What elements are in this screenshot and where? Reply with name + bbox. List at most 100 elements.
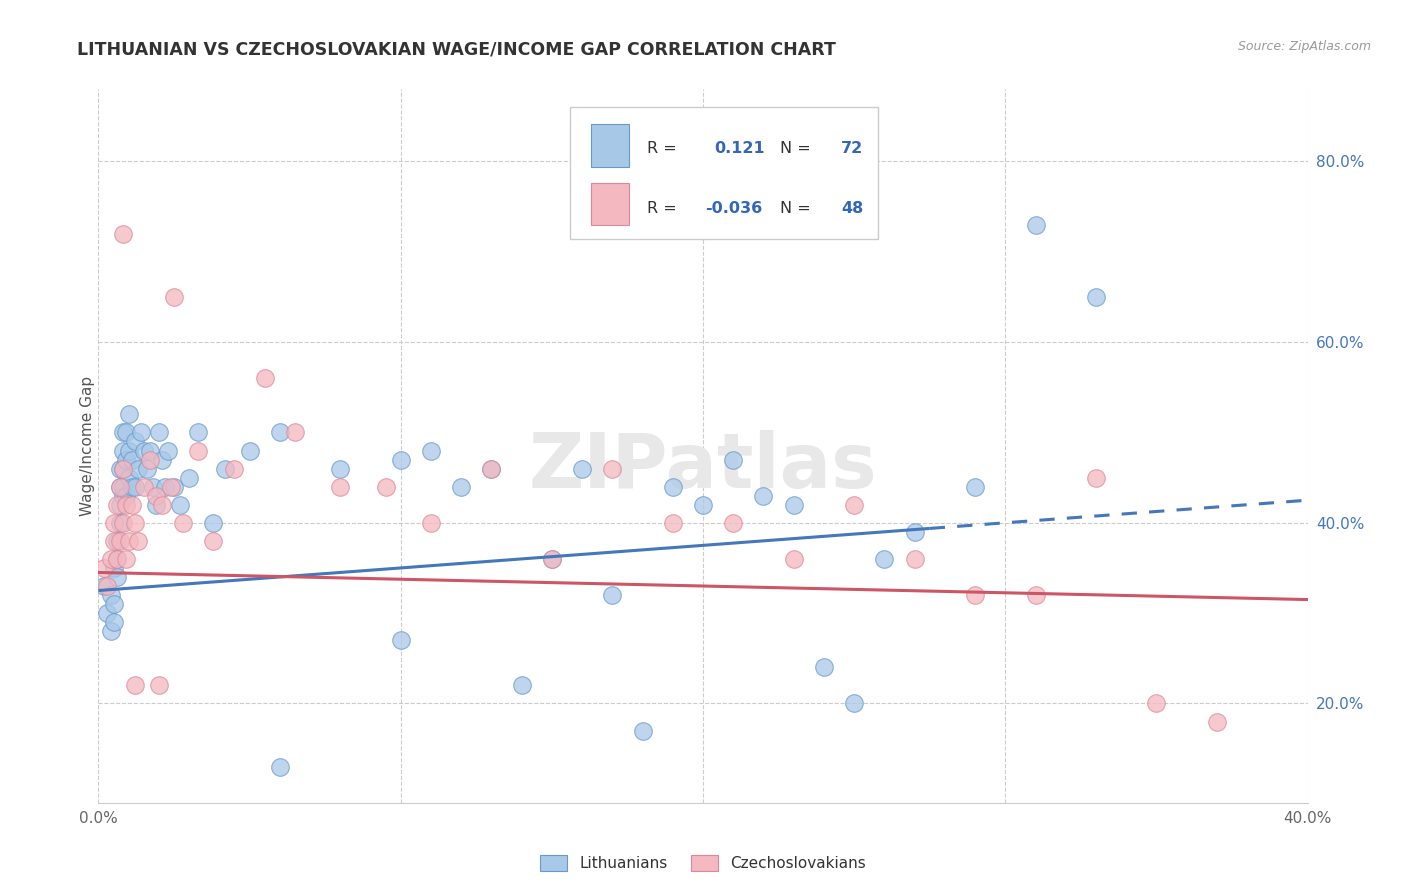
Point <box>783 498 806 512</box>
Point <box>111 227 134 241</box>
Point <box>132 443 155 458</box>
Point <box>1206 714 1229 729</box>
Point <box>100 552 122 566</box>
Point <box>169 498 191 512</box>
Point <box>540 552 562 566</box>
Point <box>1024 588 1046 602</box>
Point <box>150 452 173 467</box>
Point <box>150 498 173 512</box>
Text: R =: R = <box>647 201 678 216</box>
Point <box>602 461 624 475</box>
Text: LITHUANIAN VS CZECHOSLOVAKIAN WAGE/INCOME GAP CORRELATION CHART: LITHUANIAN VS CZECHOSLOVAKIAN WAGE/INCOM… <box>77 40 837 58</box>
Text: Source: ZipAtlas.com: Source: ZipAtlas.com <box>1237 40 1371 54</box>
Point <box>163 290 186 304</box>
Point <box>214 461 236 475</box>
Point <box>114 425 136 440</box>
Point <box>1024 218 1046 232</box>
Point <box>813 660 835 674</box>
Text: 0.121: 0.121 <box>714 141 765 155</box>
FancyBboxPatch shape <box>591 183 630 226</box>
Point <box>108 498 131 512</box>
Point <box>124 434 146 449</box>
Point <box>1085 290 1108 304</box>
Point <box>752 489 775 503</box>
Point <box>105 552 128 566</box>
Point <box>118 470 141 484</box>
Point <box>121 498 143 512</box>
Point <box>108 516 131 530</box>
Point <box>124 480 146 494</box>
Point <box>121 452 143 467</box>
Point <box>481 461 503 475</box>
Point <box>723 516 745 530</box>
Point <box>202 533 225 548</box>
Point <box>904 552 927 566</box>
Point <box>111 461 134 475</box>
Point <box>904 524 927 539</box>
Point <box>118 408 141 422</box>
Point <box>783 552 806 566</box>
Point <box>389 452 412 467</box>
Point <box>111 425 134 440</box>
Point <box>114 452 136 467</box>
Point <box>692 498 714 512</box>
Point <box>269 759 291 773</box>
Point <box>965 480 987 494</box>
Point <box>723 452 745 467</box>
Point <box>662 516 685 530</box>
Point <box>374 480 396 494</box>
Point <box>253 371 276 385</box>
Point <box>540 552 562 566</box>
Point <box>93 579 115 593</box>
Y-axis label: Wage/Income Gap: Wage/Income Gap <box>80 376 94 516</box>
Point <box>239 443 262 458</box>
Point <box>132 480 155 494</box>
Point <box>139 443 162 458</box>
FancyBboxPatch shape <box>569 107 879 239</box>
Point <box>96 606 118 620</box>
Point <box>202 516 225 530</box>
Point <box>103 516 125 530</box>
Point <box>269 425 291 440</box>
Point <box>114 552 136 566</box>
Point <box>1085 470 1108 484</box>
Point <box>148 425 170 440</box>
Point <box>844 498 866 512</box>
Text: 72: 72 <box>841 141 863 155</box>
Text: -0.036: -0.036 <box>706 201 762 216</box>
Point <box>156 443 179 458</box>
Point <box>163 480 186 494</box>
Point <box>844 697 866 711</box>
Point <box>124 516 146 530</box>
Point <box>187 443 209 458</box>
Point <box>124 678 146 692</box>
Point <box>179 470 201 484</box>
Point <box>142 480 165 494</box>
Point <box>121 480 143 494</box>
Point <box>105 552 128 566</box>
Point <box>100 624 122 639</box>
Point <box>329 461 352 475</box>
FancyBboxPatch shape <box>591 124 630 167</box>
Point <box>105 570 128 584</box>
Point <box>103 597 125 611</box>
Point <box>105 498 128 512</box>
Point <box>148 678 170 692</box>
Point <box>111 516 134 530</box>
Point <box>329 480 352 494</box>
Text: ZIPatlas: ZIPatlas <box>529 431 877 504</box>
Point <box>96 579 118 593</box>
Text: 48: 48 <box>841 201 863 216</box>
Point <box>129 425 152 440</box>
Point <box>481 461 503 475</box>
Point <box>114 498 136 512</box>
Point <box>118 533 141 548</box>
Point <box>127 533 149 548</box>
Point <box>284 425 307 440</box>
Text: N =: N = <box>780 141 811 155</box>
Point <box>103 561 125 575</box>
Point <box>510 678 533 692</box>
Point <box>111 461 134 475</box>
Point <box>602 588 624 602</box>
Text: N =: N = <box>780 201 811 216</box>
